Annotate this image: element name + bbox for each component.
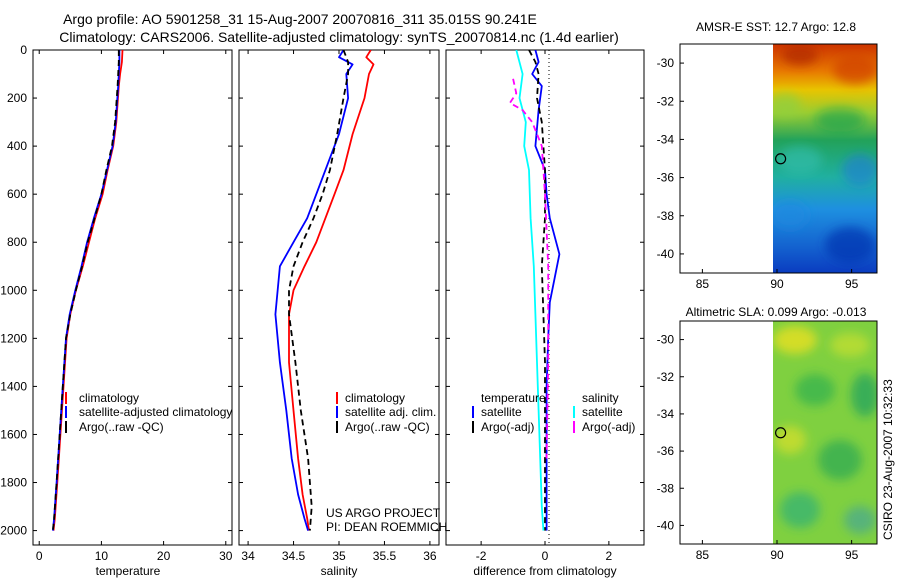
x-tick-label: 34 <box>241 549 255 563</box>
y-tick-label: -32 <box>657 370 675 384</box>
x-tick-label: 35.5 <box>373 549 397 563</box>
legend-temperature-title: temperature <box>481 391 546 405</box>
y-tick-label: 1400 <box>0 379 27 393</box>
y-tick-label: -36 <box>657 171 675 185</box>
y-tick-label: -40 <box>657 247 675 261</box>
legend-climatology-label: climatology <box>345 391 405 405</box>
sla-heatmap <box>773 321 877 544</box>
series-line-argo-raw-qc- <box>52 50 120 531</box>
y-tick-label: 1600 <box>0 427 27 441</box>
y-tick-label: -36 <box>657 444 675 458</box>
credit-line-1: US ARGO PROJECT <box>326 506 441 520</box>
y-tick-label: -38 <box>657 209 675 223</box>
salinity-xlabel: salinity <box>321 564 358 578</box>
x-tick-label: 90 <box>770 548 784 562</box>
series-line-satellite-adjusted-climatology <box>52 50 121 531</box>
series-line-climatology <box>288 50 375 531</box>
temperature-profile-panel: 0 10 20 30 0 200 400 600 800 1000 1200 1400 1600 1800… <box>0 43 232 578</box>
legend-sal-satellite-label: satellite <box>582 405 623 419</box>
y-tick-label: -32 <box>657 94 675 108</box>
x-tick-label: 90 <box>770 277 784 291</box>
sst-map-panel: AMSR-E SST: 12.7 Argo: 12.8 85 90 95 -30 -32… <box>657 20 878 291</box>
y-tick-label: 800 <box>7 235 27 249</box>
legend-temp-satellite-label: satellite <box>481 405 522 419</box>
salinity-legend: climatology satellite adj. clim. Argo(..… <box>336 391 436 434</box>
legend-salinity-title: salinity <box>582 391 619 405</box>
y-tick-label: -30 <box>657 333 675 347</box>
header-line-1: Argo profile: AO 5901258_31 15-Aug-2007 … <box>63 11 537 27</box>
x-tick-label: 95 <box>845 548 859 562</box>
series-line-salinity-argo-adj- <box>508 78 550 459</box>
y-tick-label: -40 <box>657 518 675 532</box>
y-tick-label: 0 <box>20 43 27 57</box>
credit-line-2: PI: DEAN ROEMMICH <box>326 520 447 534</box>
x-tick-label: 30 <box>219 549 233 563</box>
x-tick-label: -2 <box>476 549 487 563</box>
legend-climatology-label: climatology <box>79 391 139 405</box>
x-tick-label: 85 <box>696 548 710 562</box>
temperature-legend: climatology satellite-adjusted climatolo… <box>65 391 232 434</box>
legend-temp-argo-label: Argo(-adj) <box>481 420 534 434</box>
x-tick-label: 20 <box>157 549 171 563</box>
y-tick-label: 1800 <box>0 476 27 490</box>
y-tick-label: 600 <box>7 187 27 201</box>
header-line-2: Climatology: CARS2006. Satellite-adjuste… <box>59 29 619 45</box>
x-tick-label: 36 <box>423 549 437 563</box>
y-tick-label: -30 <box>657 56 675 70</box>
sla-map-panel: Altimetric SLA: 0.099 Argo: -0.013 85 90 9… <box>657 305 878 562</box>
series-line-salinity-satellite <box>515 50 545 531</box>
legend-satellite-label: satellite-adjusted climatology <box>79 405 232 419</box>
series-line-satellite-adj-clim- <box>274 50 354 531</box>
y-tick-label: -34 <box>657 132 675 146</box>
x-tick-label: 34.5 <box>282 549 306 563</box>
series-line-temperature-argo-adj- <box>528 50 546 531</box>
x-tick-label: 95 <box>845 277 859 291</box>
sst-heatmap <box>773 44 877 273</box>
series-line-argo-raw-qc- <box>288 50 350 531</box>
y-tick-label: 400 <box>7 139 27 153</box>
legend-argo-label: Argo(..raw -QC) <box>345 420 430 434</box>
argo-location-marker <box>775 427 787 439</box>
difference-legend: temperature satellite Argo(-adj) salinit… <box>472 391 635 434</box>
x-tick-label: 2 <box>606 549 613 563</box>
difference-profile-panel: -2 0 2 difference from climatology tempera… <box>445 49 645 578</box>
argo-location-marker <box>775 153 787 165</box>
sla-map-title: Altimetric SLA: 0.099 Argo: -0.013 <box>686 305 867 319</box>
legend-sal-argo-label: Argo(-adj) <box>582 420 635 434</box>
x-tick-label: 0 <box>542 549 549 563</box>
salinity-profile-panel: 34 34.5 35 35.5 36 salinity climatology sate… <box>238 49 447 578</box>
y-tick-label: 2000 <box>0 524 27 538</box>
y-tick-label: 1000 <box>0 283 27 297</box>
timestamp: CSIRO 23-Aug-2007 10:32:33 <box>881 379 895 540</box>
difference-xlabel: difference from climatology <box>473 564 616 578</box>
sst-map-title: AMSR-E SST: 12.7 Argo: 12.8 <box>696 20 856 34</box>
y-tick-label: -38 <box>657 481 675 495</box>
series-line-climatology <box>52 50 124 531</box>
x-tick-label: 35 <box>332 549 346 563</box>
y-tick-label: 1200 <box>0 331 27 345</box>
x-tick-label: 85 <box>696 277 710 291</box>
temperature-xlabel: temperature <box>96 564 161 578</box>
legend-argo-label: Argo(..raw -QC) <box>79 420 164 434</box>
x-tick-label: 10 <box>95 549 109 563</box>
legend-satellite-label: satellite adj. clim. <box>345 405 436 419</box>
y-tick-label: -34 <box>657 407 675 421</box>
y-tick-label: 200 <box>7 91 27 105</box>
x-tick-label: 0 <box>36 549 43 563</box>
